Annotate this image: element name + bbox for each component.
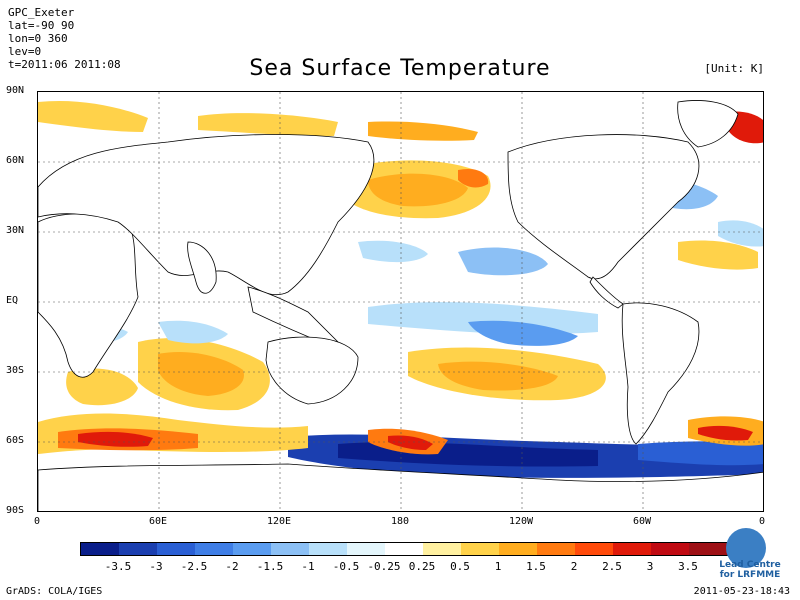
colorbar-swatch — [689, 543, 727, 555]
colorbar-label: -3.5 — [104, 560, 132, 573]
colorbar-label: -1.5 — [256, 560, 284, 573]
colorbar-label: -1 — [301, 560, 315, 573]
lon-label-60e: 60E — [148, 516, 168, 527]
colorbar-label: -3 — [149, 560, 163, 573]
colorbar-swatch — [157, 543, 195, 555]
colorbar-label: 0.25 — [408, 560, 436, 573]
colorbar-swatch — [233, 543, 271, 555]
lon-label-120e: 120E — [266, 516, 292, 527]
colorbar-label: -2 — [225, 560, 239, 573]
colorbar-swatch — [537, 543, 575, 555]
colorbar-label: 0.5 — [450, 560, 470, 573]
colorbar-label: 1 — [494, 560, 502, 573]
anomaly-field — [38, 100, 763, 478]
graticule — [38, 92, 763, 511]
colorbar-label: -0.5 — [332, 560, 360, 573]
land-outlines — [38, 100, 763, 511]
colorbar-swatch — [119, 543, 157, 555]
meta-line-lat: lat=-90 90 — [8, 19, 75, 32]
map-svg — [38, 92, 763, 511]
lat-label-30s: 30S — [6, 365, 25, 376]
colorbar-label: -0.25 — [367, 560, 401, 573]
colorbar-swatch — [195, 543, 233, 555]
colorbar-swatch — [499, 543, 537, 555]
lat-label-90s: 90S — [6, 505, 25, 516]
colorbar-swatch — [575, 543, 613, 555]
colorbar-swatch — [423, 543, 461, 555]
lat-label-30n: 30N — [6, 225, 25, 236]
lat-label-90n: 90N — [6, 85, 25, 96]
wmo-logo-icon — [726, 528, 766, 568]
lon-label-0-right: 0 — [758, 516, 766, 527]
lon-label-0-left: 0 — [33, 516, 41, 527]
meta-line-lon: lon=0 360 — [8, 32, 68, 45]
logo-caption: Lead Centre for LRFMME — [719, 560, 781, 580]
unit-label: [Unit: K] — [704, 62, 764, 75]
meta-line-time: t=2011:06 2011:08 — [8, 58, 121, 71]
colorbar-label: -2.5 — [180, 560, 208, 573]
metadata-block: GPC_Exeter lat=-90 90 lon=0 360 lev=0 t=… — [8, 6, 121, 71]
colorbar-swatch — [347, 543, 385, 555]
sst-anomaly-map — [37, 91, 764, 512]
colorbar-label: 3.5 — [678, 560, 698, 573]
lon-label-60w: 60W — [632, 516, 652, 527]
colorbar-label: 3 — [646, 560, 654, 573]
lat-label-60n: 60N — [6, 155, 25, 166]
colorbar — [80, 542, 728, 556]
meta-line-lev: lev=0 — [8, 45, 42, 58]
lon-label-180: 180 — [390, 516, 410, 527]
colorbar-swatch — [309, 543, 347, 555]
footer-timestamp: 2011-05-23-18:43 — [693, 586, 790, 597]
lat-label-60s: 60S — [6, 435, 25, 446]
colorbar-swatch — [385, 543, 423, 555]
colorbar-label: 1.5 — [526, 560, 546, 573]
colorbar-label: 2 — [570, 560, 578, 573]
colorbar-swatch — [613, 543, 651, 555]
map-title: Sea Surface Temperature — [249, 56, 551, 81]
lat-label-eq: EQ — [6, 295, 19, 306]
meta-line-model: GPC_Exeter — [8, 6, 75, 19]
lon-label-120w: 120W — [508, 516, 534, 527]
colorbar-label: 2.5 — [602, 560, 622, 573]
colorbar-swatch — [461, 543, 499, 555]
colorbar-swatch — [651, 543, 689, 555]
colorbar-swatch — [81, 543, 119, 555]
footer-credit: GrADS: COLA/IGES — [6, 586, 103, 597]
colorbar-swatch — [271, 543, 309, 555]
